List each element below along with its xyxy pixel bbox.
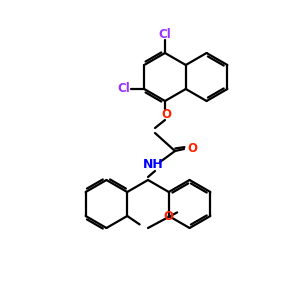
Text: Cl: Cl: [118, 82, 130, 95]
Text: NH: NH: [142, 158, 164, 172]
Text: O: O: [187, 142, 197, 155]
Text: O: O: [161, 107, 171, 121]
Text: Cl: Cl: [159, 28, 171, 40]
Text: O: O: [164, 209, 174, 223]
